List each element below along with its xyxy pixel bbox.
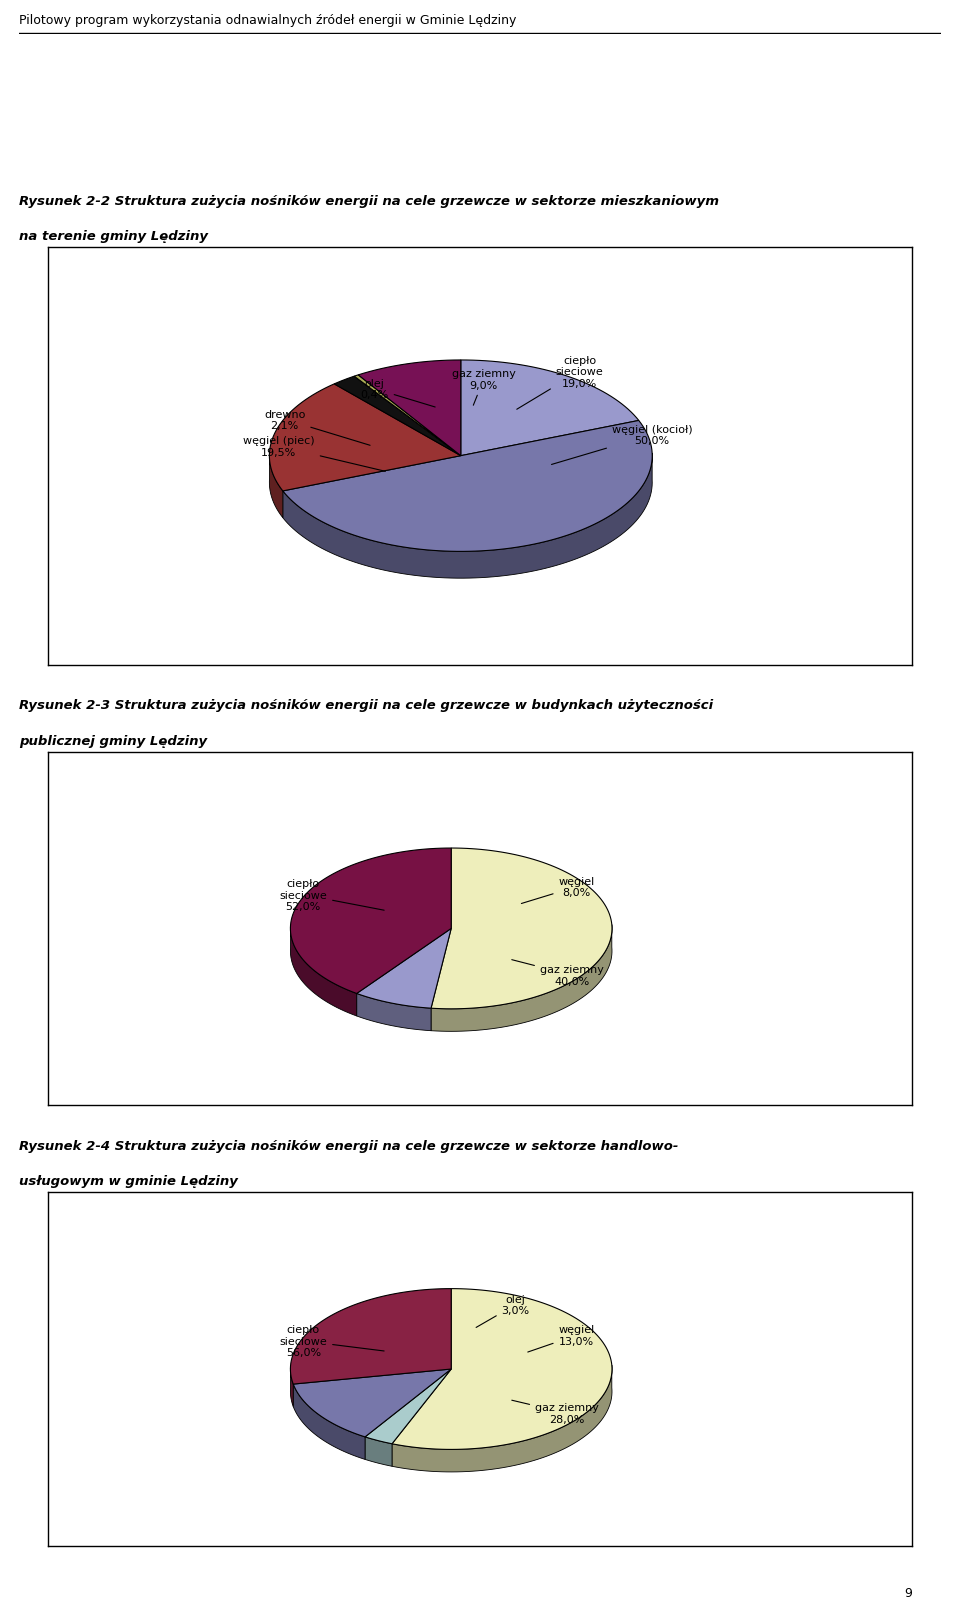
Text: olej
3,0%: olej 3,0%	[476, 1294, 530, 1327]
Polygon shape	[293, 1369, 451, 1437]
Text: Rysunek 2-3 Struktura zużycia nośników energii na cele grzewcze w budynkach użyt: Rysunek 2-3 Struktura zużycia nośników e…	[19, 699, 713, 712]
Polygon shape	[357, 993, 431, 1032]
Polygon shape	[358, 360, 461, 456]
Polygon shape	[291, 926, 357, 1016]
Text: węgiel (piec)
19,5%: węgiel (piec) 19,5%	[243, 435, 385, 472]
Text: węgiel
13,0%: węgiel 13,0%	[528, 1324, 595, 1351]
Text: usługowym w gminie Lędziny: usługowym w gminie Lędziny	[19, 1175, 238, 1188]
Polygon shape	[270, 452, 283, 519]
Text: ciepło
sieciowe
19,0%: ciepło sieciowe 19,0%	[516, 355, 604, 410]
Polygon shape	[291, 848, 451, 993]
Polygon shape	[283, 453, 652, 579]
Polygon shape	[431, 848, 612, 1009]
Polygon shape	[392, 1366, 612, 1472]
Polygon shape	[291, 1366, 293, 1406]
Text: gaz ziemny
28,0%: gaz ziemny 28,0%	[512, 1400, 599, 1424]
Polygon shape	[357, 929, 451, 1009]
Polygon shape	[270, 384, 461, 492]
Text: Pilotowy program wykorzystania odnawialnych źródeł energii w Gminie Lędziny: Pilotowy program wykorzystania odnawialn…	[19, 14, 516, 27]
Text: gaz ziemny
40,0%: gaz ziemny 40,0%	[512, 959, 604, 987]
Polygon shape	[354, 376, 461, 456]
Polygon shape	[293, 1384, 365, 1459]
Polygon shape	[283, 421, 652, 553]
Polygon shape	[291, 1289, 451, 1384]
Text: ciepło
sieciowe
52,0%: ciepło sieciowe 52,0%	[279, 879, 384, 911]
Polygon shape	[431, 926, 612, 1032]
Text: 9: 9	[904, 1586, 912, 1599]
Text: olej
0,4%: olej 0,4%	[361, 379, 435, 408]
Polygon shape	[365, 1437, 392, 1466]
Text: publicznej gminy Lędziny: publicznej gminy Lędziny	[19, 734, 207, 747]
Polygon shape	[392, 1289, 612, 1450]
Text: drewno
2,1%: drewno 2,1%	[264, 410, 371, 447]
Text: węgiel (kocioł)
50,0%: węgiel (kocioł) 50,0%	[551, 424, 692, 464]
Polygon shape	[461, 360, 638, 456]
Text: Rysunek 2-2 Struktura zużycia nośników energii na cele grzewcze w sektorze miesz: Rysunek 2-2 Struktura zużycia nośników e…	[19, 194, 719, 207]
Text: Rysunek 2-4 Struktura zużycia nośników energii na cele grzewcze w sektorze handl: Rysunek 2-4 Struktura zużycia nośników e…	[19, 1139, 679, 1152]
Polygon shape	[334, 378, 461, 456]
Text: węgiel
8,0%: węgiel 8,0%	[521, 876, 595, 903]
Text: ciepło
sieciowe
56,0%: ciepło sieciowe 56,0%	[279, 1324, 384, 1358]
Text: gaz ziemny
9,0%: gaz ziemny 9,0%	[452, 370, 516, 407]
Polygon shape	[365, 1369, 451, 1443]
Text: na terenie gminy Lędziny: na terenie gminy Lędziny	[19, 230, 208, 243]
